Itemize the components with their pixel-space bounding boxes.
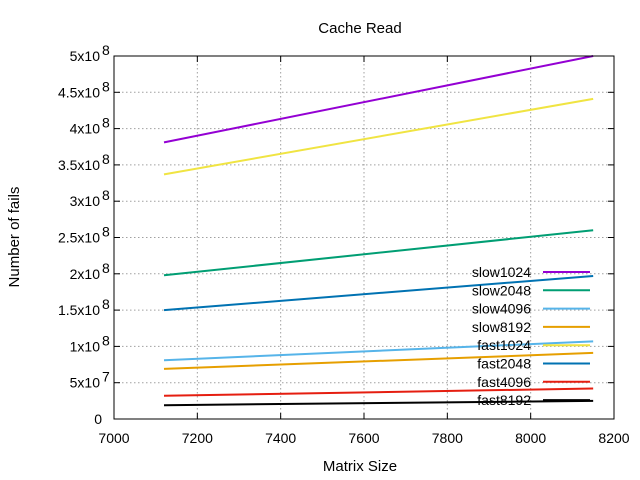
y-tick-label: 5x10 — [70, 48, 101, 64]
series-line-slow8192 — [163, 351, 594, 370]
legend-label-fast2048: fast2048 — [477, 356, 531, 372]
y-tick-exponent: 8 — [102, 78, 110, 94]
legend-label-slow4096: slow4096 — [472, 301, 531, 317]
series-lines — [163, 55, 594, 407]
series-line-fast2048 — [163, 274, 594, 312]
legend-label-fast8192: fast8192 — [477, 392, 531, 408]
y-tick-label: 3.5x10 — [58, 157, 100, 173]
y-tick-label: 2.5x10 — [58, 230, 100, 246]
y-tick-label: 4.5x10 — [58, 84, 100, 100]
series-line-fast1024 — [163, 97, 594, 176]
y-tick-label: 1x10 — [70, 338, 101, 354]
x-tick-label: 7400 — [265, 430, 296, 446]
legend-label-slow2048: slow2048 — [472, 282, 531, 298]
legend-label-slow8192: slow8192 — [472, 319, 531, 335]
series-line-slow4096 — [163, 340, 594, 362]
y-tick-label: 1.5x10 — [58, 302, 100, 318]
x-tick-label: 8200 — [598, 430, 629, 446]
y-tick-exponent: 8 — [102, 332, 110, 348]
y-tick-exponent: 8 — [102, 151, 110, 167]
x-tick-label: 7200 — [182, 430, 213, 446]
series-line-slow2048 — [163, 229, 594, 277]
x-tick-label: 7800 — [432, 430, 463, 446]
y-tick-exponent: 8 — [102, 42, 110, 58]
series-line-fast8192 — [163, 399, 594, 407]
y-tick-exponent: 8 — [102, 260, 110, 276]
legend: slow1024 slow2048 slow4096 slow8192 fast1024… — [472, 264, 590, 408]
series-line-fast4096 — [163, 387, 594, 397]
y-tick-exponent: 8 — [102, 115, 110, 131]
x-tick-label: 7600 — [348, 430, 379, 446]
y-tick-label: 5x10 — [70, 375, 101, 391]
y-tick-label: 3x10 — [70, 193, 101, 209]
x-tick-label: 8000 — [515, 430, 546, 446]
chart-title: Cache Read — [318, 20, 401, 37]
y-tick-label: 0 — [94, 411, 102, 427]
grid — [114, 56, 614, 419]
y-tick-exponent: 8 — [102, 187, 110, 203]
x-axis-label: Matrix Size — [323, 458, 397, 475]
y-tick-label: 2x10 — [70, 266, 101, 282]
series-line-slow1024 — [163, 55, 594, 144]
x-tick-label: 7000 — [98, 430, 129, 446]
y-axis-label: Number of fails — [6, 187, 23, 288]
legend-label-slow1024: slow1024 — [472, 264, 531, 280]
legend-label-fast4096: fast4096 — [477, 374, 531, 390]
y-tick-exponent: 7 — [102, 369, 110, 385]
y-tick-label: 4x10 — [70, 121, 101, 137]
legend-label-fast1024: fast1024 — [477, 337, 531, 353]
y-tick-exponent: 8 — [102, 296, 110, 312]
y-tick-exponent: 8 — [102, 224, 110, 240]
